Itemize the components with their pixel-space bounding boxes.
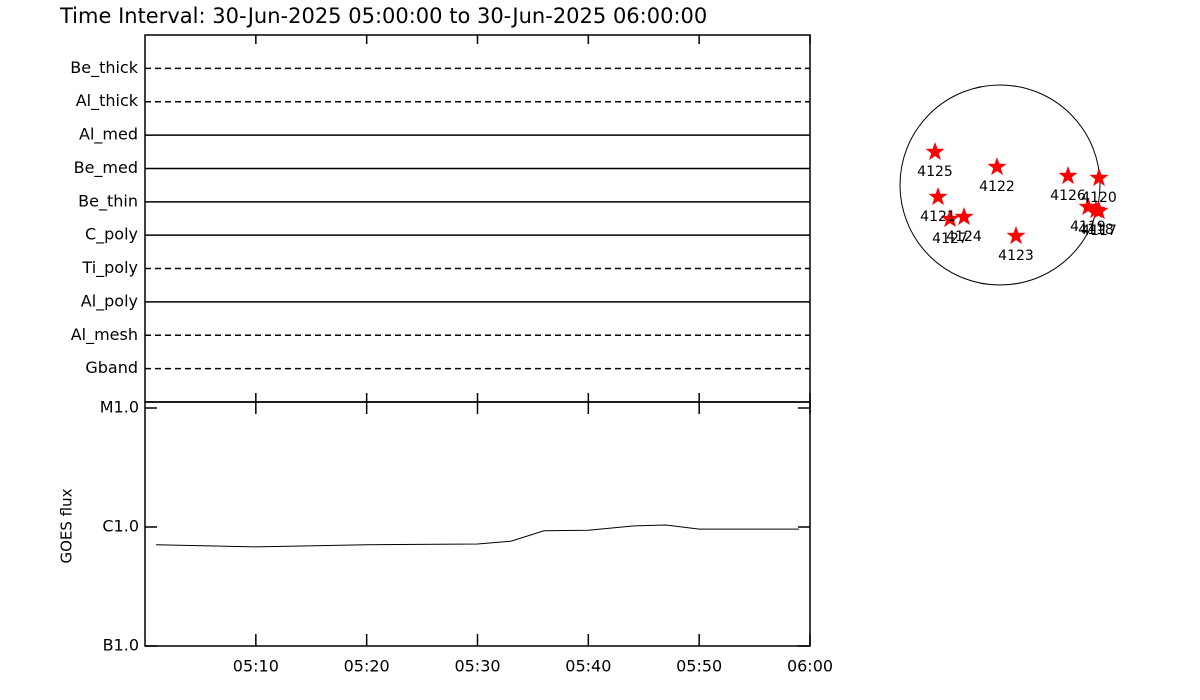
active-region-label: 4122 (979, 179, 1015, 195)
filter-label: Al_med (79, 125, 138, 145)
active-region-label: 4126 (1050, 188, 1086, 204)
active-region-label: 4124 (946, 229, 982, 245)
filter-label: Al_mesh (71, 325, 138, 345)
x-tick-label: 05:30 (454, 657, 500, 676)
x-tick-label: 05:20 (344, 657, 390, 676)
goes-flux-line (156, 524, 799, 548)
active-region-label: 4117 (1081, 223, 1117, 239)
x-tick-label: 05:10 (233, 657, 279, 676)
active-region-star (987, 157, 1007, 176)
active-region-label: 4120 (1081, 190, 1117, 206)
y-axis-label: GOES flux (58, 488, 76, 563)
active-region-star (954, 207, 974, 226)
active-region-star (1006, 226, 1026, 245)
filter-label: Al_poly (81, 291, 138, 311)
filter-label: Ti_poly (81, 258, 138, 278)
active-region-label: 4123 (998, 248, 1034, 264)
active-region-label: 4121 (920, 209, 956, 225)
active-region-star (925, 142, 945, 161)
x-tick-label: 06:00 (787, 657, 833, 676)
solar-disk (899, 84, 1101, 286)
active-region-star (940, 209, 960, 228)
active-region-label: 4118 (1078, 222, 1114, 238)
active-region-star (1058, 166, 1078, 185)
filter-label: Al_thick (76, 91, 139, 111)
chart-title: Time Interval: 30-Jun-2025 05:00:00 to 3… (59, 4, 707, 28)
x-tick-label: 05:50 (676, 657, 722, 676)
active-region-label: 4119 (1070, 219, 1106, 235)
filter-label: C_poly (85, 225, 138, 245)
active-region-label: 4127 (932, 231, 968, 247)
filter-label: Be_thick (70, 58, 138, 78)
filter-label: Be_thin (78, 191, 138, 211)
active-region-label: 4125 (917, 164, 953, 180)
y-tick-label: C1.0 (102, 517, 139, 536)
x-tick-label: 05:40 (565, 657, 611, 676)
active-region-star (1089, 201, 1109, 220)
filter-label: Be_med (74, 158, 138, 178)
active-region-star (1089, 168, 1109, 187)
y-tick-label: B1.0 (103, 636, 139, 655)
filter-label: Gband (85, 358, 138, 377)
y-tick-label: M1.0 (100, 398, 139, 417)
active-region-star (1078, 197, 1098, 216)
active-region-star (928, 187, 948, 206)
